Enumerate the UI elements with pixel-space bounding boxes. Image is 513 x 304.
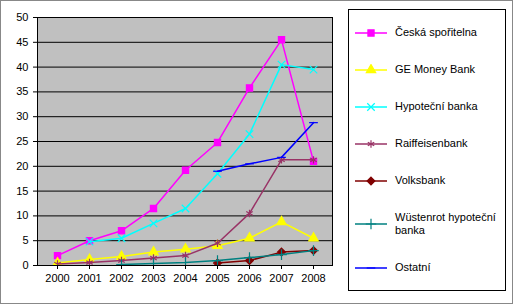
svg-text:2005: 2005 (205, 272, 229, 284)
html-text:Hypoteční banka: Hypoteční banka (395, 100, 478, 112)
svg-text:2001: 2001 (77, 272, 101, 284)
html-text:Raiffeisenbank: Raiffeisenbank (395, 137, 468, 149)
html-text:GE Money Bank: GE Money Bank (395, 63, 476, 75)
svg-text:2007: 2007 (269, 272, 293, 284)
svg-text:20: 20 (16, 160, 28, 172)
svg-text:15: 15 (16, 185, 28, 197)
html-text:Volksbank: Volksbank (395, 174, 446, 186)
svg-text:25: 25 (16, 135, 28, 147)
svg-text:30: 30 (16, 110, 28, 122)
svg-text:0: 0 (22, 259, 28, 271)
html-text:Wüstenrot hypoteční banka: Wüstenrot hypoteční banka (395, 211, 496, 236)
svg-text:2008: 2008 (301, 272, 325, 284)
html-text:Česká spořitelna: Česká spořitelna (395, 26, 477, 38)
svg-text:50: 50 (16, 11, 28, 23)
svg-text:35: 35 (16, 85, 28, 97)
svg-text:45: 45 (16, 36, 28, 48)
svg-text:2006: 2006 (237, 272, 261, 284)
svg-text:40: 40 (16, 61, 28, 73)
svg-text:10: 10 (16, 209, 28, 221)
html-text:Ostatní: Ostatní (395, 261, 431, 273)
svg-text:5: 5 (22, 234, 28, 246)
svg-text:2000: 2000 (45, 272, 69, 284)
svg-text:2004: 2004 (173, 272, 197, 284)
svg-text:2002: 2002 (109, 272, 133, 284)
svg-text:2003: 2003 (141, 272, 165, 284)
